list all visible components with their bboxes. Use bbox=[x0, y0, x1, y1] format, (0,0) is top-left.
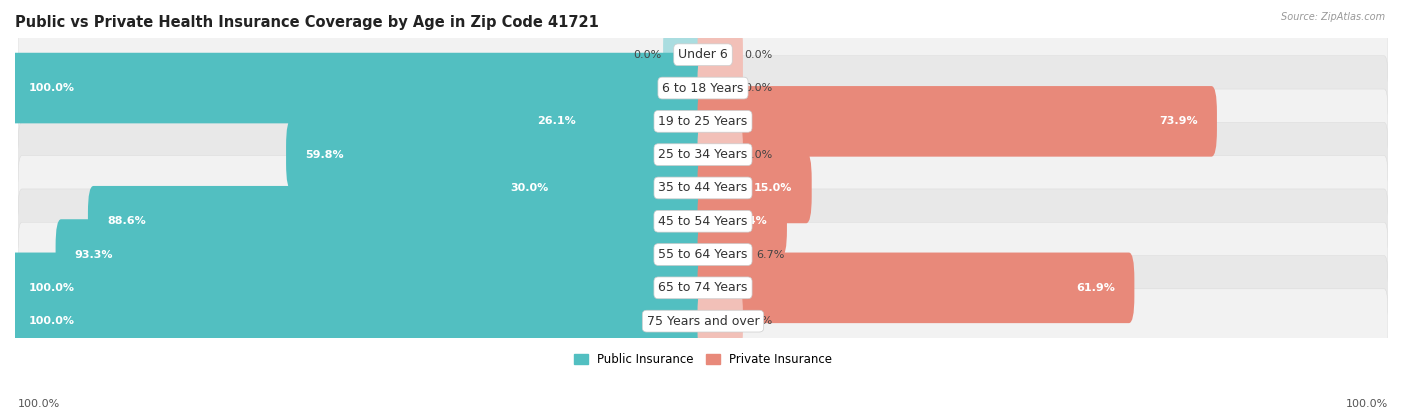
Text: Under 6: Under 6 bbox=[678, 48, 728, 61]
Text: 100.0%: 100.0% bbox=[28, 83, 75, 93]
FancyBboxPatch shape bbox=[697, 252, 1135, 323]
FancyBboxPatch shape bbox=[664, 19, 709, 90]
FancyBboxPatch shape bbox=[697, 286, 742, 356]
FancyBboxPatch shape bbox=[697, 153, 811, 223]
Text: 0.0%: 0.0% bbox=[744, 83, 772, 93]
Text: 93.3%: 93.3% bbox=[75, 249, 114, 259]
Legend: Public Insurance, Private Insurance: Public Insurance, Private Insurance bbox=[569, 349, 837, 371]
FancyBboxPatch shape bbox=[697, 119, 742, 190]
FancyBboxPatch shape bbox=[18, 189, 1388, 254]
Text: 30.0%: 30.0% bbox=[510, 183, 548, 193]
Text: 0.0%: 0.0% bbox=[744, 316, 772, 326]
FancyBboxPatch shape bbox=[18, 22, 1388, 87]
FancyBboxPatch shape bbox=[10, 252, 709, 323]
FancyBboxPatch shape bbox=[18, 256, 1388, 320]
Text: 26.1%: 26.1% bbox=[537, 116, 576, 126]
Text: 100.0%: 100.0% bbox=[28, 283, 75, 293]
FancyBboxPatch shape bbox=[697, 186, 787, 256]
Text: 0.0%: 0.0% bbox=[744, 50, 772, 60]
Text: 45 to 54 Years: 45 to 54 Years bbox=[658, 215, 748, 228]
Text: 55 to 64 Years: 55 to 64 Years bbox=[658, 248, 748, 261]
FancyBboxPatch shape bbox=[10, 286, 709, 356]
Text: 88.6%: 88.6% bbox=[107, 216, 146, 226]
Text: 100.0%: 100.0% bbox=[18, 399, 60, 409]
Text: 65 to 74 Years: 65 to 74 Years bbox=[658, 281, 748, 294]
Text: 19 to 25 Years: 19 to 25 Years bbox=[658, 115, 748, 128]
Text: 59.8%: 59.8% bbox=[305, 150, 344, 160]
FancyBboxPatch shape bbox=[517, 86, 709, 157]
Text: Public vs Private Health Insurance Coverage by Age in Zip Code 41721: Public vs Private Health Insurance Cover… bbox=[15, 15, 599, 30]
Text: 15.0%: 15.0% bbox=[754, 183, 793, 193]
Text: 11.4%: 11.4% bbox=[728, 216, 768, 226]
Text: 61.9%: 61.9% bbox=[1076, 283, 1115, 293]
Text: 0.0%: 0.0% bbox=[634, 50, 662, 60]
FancyBboxPatch shape bbox=[89, 186, 709, 256]
FancyBboxPatch shape bbox=[10, 53, 709, 123]
FancyBboxPatch shape bbox=[18, 289, 1388, 354]
FancyBboxPatch shape bbox=[697, 19, 742, 90]
Text: 73.9%: 73.9% bbox=[1159, 116, 1198, 126]
FancyBboxPatch shape bbox=[18, 56, 1388, 120]
Text: 35 to 44 Years: 35 to 44 Years bbox=[658, 181, 748, 195]
Text: 25 to 34 Years: 25 to 34 Years bbox=[658, 148, 748, 161]
Text: 6.7%: 6.7% bbox=[756, 249, 785, 259]
FancyBboxPatch shape bbox=[697, 53, 742, 123]
FancyBboxPatch shape bbox=[18, 222, 1388, 287]
Text: Source: ZipAtlas.com: Source: ZipAtlas.com bbox=[1281, 12, 1385, 22]
FancyBboxPatch shape bbox=[697, 86, 1218, 157]
Text: 100.0%: 100.0% bbox=[1346, 399, 1388, 409]
FancyBboxPatch shape bbox=[18, 156, 1388, 220]
FancyBboxPatch shape bbox=[697, 219, 755, 290]
FancyBboxPatch shape bbox=[56, 219, 709, 290]
FancyBboxPatch shape bbox=[18, 122, 1388, 187]
Text: 75 Years and over: 75 Years and over bbox=[647, 315, 759, 328]
Text: 6 to 18 Years: 6 to 18 Years bbox=[662, 81, 744, 95]
FancyBboxPatch shape bbox=[18, 89, 1388, 154]
FancyBboxPatch shape bbox=[285, 119, 709, 190]
FancyBboxPatch shape bbox=[491, 153, 709, 223]
Text: 100.0%: 100.0% bbox=[28, 316, 75, 326]
Text: 0.0%: 0.0% bbox=[744, 150, 772, 160]
